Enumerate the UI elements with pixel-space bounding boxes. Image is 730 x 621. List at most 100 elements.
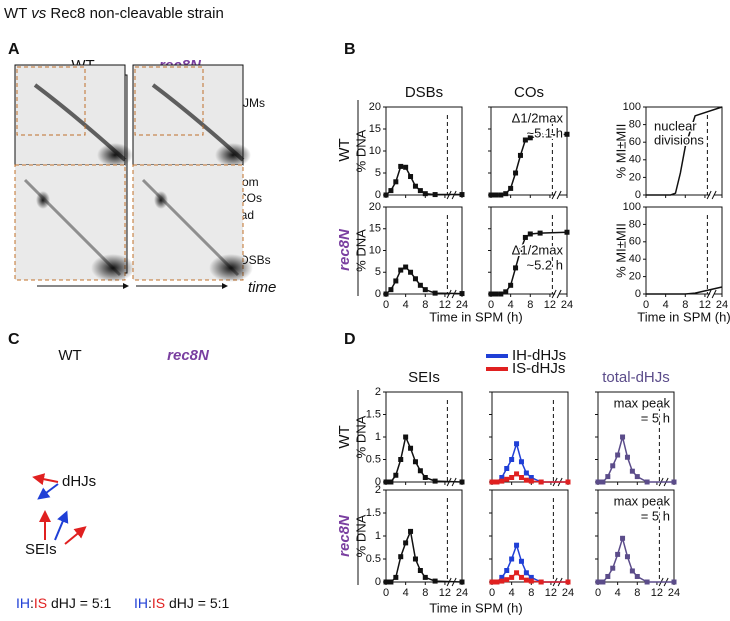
axis-break-gap [710,192,715,198]
point [398,554,404,560]
point [538,479,544,485]
annotation: = 5 h [641,410,670,425]
x-tick-label: 24 [561,299,573,311]
blot-strain: WT [58,347,81,364]
plot-frame [645,206,723,295]
point [508,185,514,191]
annotation: ~5.2 h [526,257,563,272]
x-tick-label: 12 [699,299,711,311]
y-tick-label: 60 [629,236,641,248]
point [523,570,529,576]
point [459,479,465,485]
x-tick-label: 8 [527,299,533,311]
x-axis-label: Time in SPM (h) [429,600,522,615]
axis-break [551,190,562,200]
y-axis-label: % MI±MII [613,124,628,179]
x-tick-label: 24 [562,587,574,599]
point [514,570,520,576]
point [600,479,606,485]
point [408,528,414,534]
x-tick-label: 24 [456,299,468,311]
annotation: divisions [654,132,704,147]
point [504,476,510,482]
chart-title: COs [514,84,544,101]
point [565,579,571,585]
point [432,478,438,484]
point [527,135,533,141]
y-tick-label: 0 [635,288,641,300]
panel-letter: B [344,41,356,58]
x-tick-label: 24 [668,587,680,599]
chart-title: SEIs [408,369,440,386]
point [432,192,438,198]
point [488,192,494,198]
ratio-part: dHJ = 5:1 [165,595,229,611]
annotation: max peak [614,395,671,410]
y-tick-label: 10 [369,244,381,256]
arrow-label: SEIs [25,541,57,558]
point [527,231,533,237]
point [417,468,423,474]
y-axis-label: % DNA [353,229,368,272]
point [605,474,611,480]
x-axis-label: Time in SPM (h) [429,309,522,324]
point [624,454,630,460]
point [537,230,543,236]
y-tick-label: 40 [629,253,641,265]
series-line [491,133,568,196]
annotation: max peak [614,493,671,508]
ratio-part: IH [16,595,30,611]
point [403,434,409,440]
y-tick-label: 1 [375,530,381,542]
point [412,459,418,465]
x-tick-label: 24 [456,587,468,599]
point [408,445,414,451]
x-tick-label: 4 [508,299,514,311]
blot-strain: rec8N [167,347,210,364]
crop-box [134,66,204,136]
point [432,290,438,296]
point [509,475,515,480]
point [509,556,515,562]
point [388,479,394,485]
x-tick-label: 12 [651,587,663,599]
x-axis-label: Time in SPM (h) [637,309,730,324]
point [528,578,534,584]
point [412,276,418,282]
y-tick-label: 5 [375,266,381,278]
point [493,291,499,297]
axis-break [706,289,717,299]
axis-break-gap [555,291,560,297]
point [629,568,635,574]
point [538,579,544,585]
row-label: WT [336,138,353,161]
ratio-part: IS [152,595,165,611]
y-axis-label: % DNA [353,514,368,557]
point [499,475,505,480]
x-tick-label: 4 [403,587,409,599]
x-tick-label: 24 [716,299,728,311]
point [644,479,650,485]
point [393,574,399,580]
axis-break [706,190,717,200]
point [499,574,505,580]
y-tick-label: 100 [623,201,641,213]
point [504,568,510,573]
point [489,479,495,485]
y-tick-label: 15 [369,223,381,235]
point [422,191,428,197]
spot [209,254,253,282]
point [498,192,504,198]
point [564,131,570,137]
point [620,434,626,440]
point [403,164,409,170]
point [523,577,529,583]
y-tick-label: 15 [369,123,381,135]
point [408,269,414,275]
point [615,551,621,557]
point [398,267,404,273]
blot-images [14,64,253,282]
figure-title: WT vs Rec8 non-cleavable strain [4,5,224,22]
point [513,265,519,271]
ratio: IH:IS dHJ = 5:1 [16,595,112,611]
